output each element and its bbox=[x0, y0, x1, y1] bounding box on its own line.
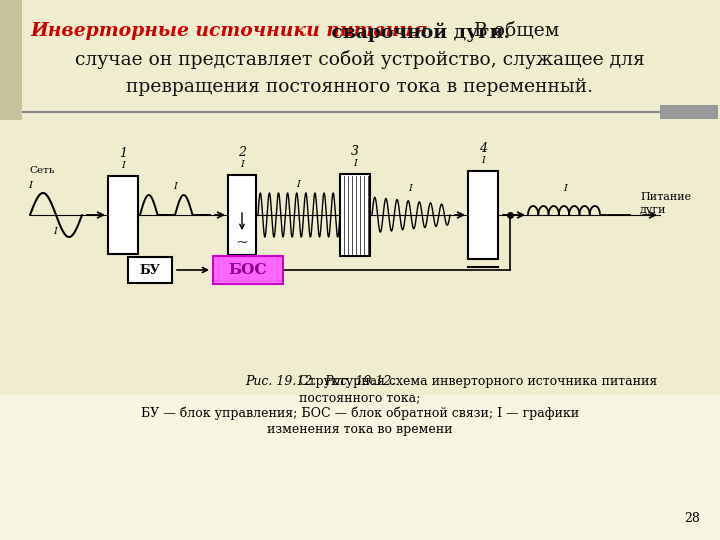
Bar bbox=[468, 171, 498, 259]
Text: I: I bbox=[240, 160, 244, 169]
Text: В общем: В общем bbox=[462, 22, 559, 40]
Text: случае он представляет собой устройство, служащее для: случае он представляет собой устройство,… bbox=[75, 50, 645, 69]
Text: I: I bbox=[408, 184, 412, 193]
Text: I: I bbox=[296, 180, 300, 189]
Text: Сеть: Сеть bbox=[30, 166, 55, 175]
Bar bbox=[660, 105, 718, 119]
Text: 28: 28 bbox=[684, 512, 700, 525]
Text: Питание: Питание bbox=[640, 192, 691, 202]
Text: превращения постоянного тока в переменный.: превращения постоянного тока в переменны… bbox=[127, 78, 593, 96]
Text: 3: 3 bbox=[351, 145, 359, 158]
Text: постоянного тока;: постоянного тока; bbox=[300, 391, 420, 404]
Bar bbox=[228, 175, 256, 255]
Text: дуги: дуги bbox=[640, 205, 667, 215]
Text: 2: 2 bbox=[238, 146, 246, 159]
Text: БУ: БУ bbox=[140, 264, 161, 276]
Text: I: I bbox=[121, 161, 125, 170]
Text: I: I bbox=[53, 227, 57, 236]
Text: I: I bbox=[563, 184, 567, 193]
Text: I: I bbox=[481, 156, 485, 165]
Text: БОС: БОС bbox=[229, 263, 267, 277]
Text: 1: 1 bbox=[119, 147, 127, 160]
Text: Рис. 19.12.: Рис. 19.12. bbox=[245, 375, 316, 388]
Text: изменения тока во времени: изменения тока во времени bbox=[267, 423, 453, 436]
Text: I: I bbox=[173, 182, 177, 191]
Text: Структурная схема инверторного источника питания: Структурная схема инверторного источника… bbox=[295, 375, 657, 388]
Text: ~: ~ bbox=[235, 236, 248, 250]
Text: I: I bbox=[28, 181, 32, 190]
Text: 4: 4 bbox=[479, 142, 487, 155]
Text: I: I bbox=[353, 159, 357, 168]
Text: сварочной дуги.: сварочной дуги. bbox=[325, 22, 510, 42]
Bar bbox=[0, 0, 22, 120]
Text: БУ — блок управления; БОС — блок обратной связи; I — графики: БУ — блок управления; БОС — блок обратно… bbox=[141, 407, 579, 421]
Bar bbox=[213, 256, 283, 284]
Bar bbox=[128, 257, 172, 283]
Text: Рис. 19.12.: Рис. 19.12. bbox=[324, 375, 396, 388]
Text: Инверторные источники питания: Инверторные источники питания bbox=[30, 22, 428, 40]
Bar bbox=[340, 174, 370, 256]
Bar bbox=[108, 176, 138, 254]
Bar bbox=[0, 395, 720, 540]
